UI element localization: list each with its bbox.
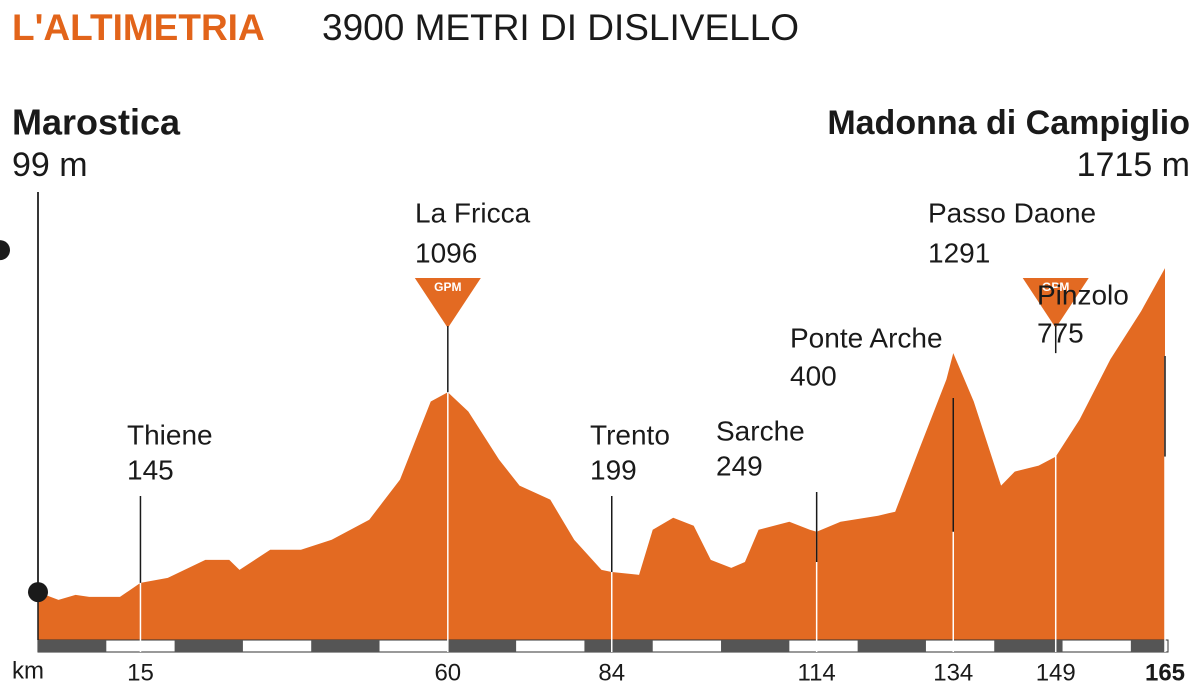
km-bar-segment	[311, 640, 380, 652]
place-altitude: 775	[1037, 317, 1084, 348]
chart-subtitle: 3900 METRI DI DISLIVELLO	[322, 7, 799, 48]
km-bar-segment	[994, 640, 1063, 652]
km-bar-segment	[584, 640, 653, 652]
x-tick-label: 149	[1036, 659, 1076, 686]
x-tick-label: 165	[1145, 659, 1185, 686]
km-bar-segment	[857, 640, 926, 652]
profile-area	[38, 268, 1165, 640]
x-tick-label: 114	[798, 659, 836, 686]
place-altitude: 1715 m	[1077, 146, 1190, 184]
place-name: Madonna di Campiglio	[827, 104, 1190, 142]
x-tick-label: 84	[598, 659, 625, 686]
place-name: Passo Daone	[928, 197, 1096, 228]
gpm-marker	[1022, 278, 1089, 328]
km-bar-segment	[174, 640, 243, 652]
place-name: Pinzolo	[1037, 279, 1129, 310]
x-axis-label: km	[12, 657, 44, 684]
x-tick-label: 60	[434, 659, 461, 686]
place-dot	[28, 582, 48, 603]
x-tick-label: 15	[127, 659, 154, 686]
place-name: Sarche	[716, 415, 805, 446]
km-bar-segment	[721, 640, 790, 652]
km-bar-segment	[1130, 640, 1165, 652]
km-bar-segment	[447, 640, 517, 652]
km-bar-segment	[38, 640, 107, 652]
place-dot	[0, 240, 10, 261]
place-name: Marostica	[12, 102, 181, 143]
place-name: Ponte Arche	[790, 322, 943, 353]
gpm-label: GPM	[434, 280, 461, 294]
chart-title: L'ALTIMETRIA	[12, 7, 265, 48]
place-altitude: 145	[127, 454, 174, 485]
gpm-label: GPM	[0, 195, 14, 209]
gpm-label: GPM	[1042, 280, 1069, 294]
place-altitude: 249	[716, 450, 763, 481]
place-altitude: 99 m	[12, 146, 88, 184]
place-altitude: 400	[790, 360, 837, 391]
gpm-marker	[414, 278, 481, 328]
x-tick-label: 134	[933, 659, 973, 686]
place-altitude: 199	[590, 454, 637, 485]
place-name: La Fricca	[415, 197, 531, 228]
place-name: Thiene	[127, 419, 213, 450]
place-altitude: 1096	[415, 237, 477, 268]
place-altitude: 1291	[928, 237, 990, 268]
place-name: Trento	[590, 419, 670, 450]
